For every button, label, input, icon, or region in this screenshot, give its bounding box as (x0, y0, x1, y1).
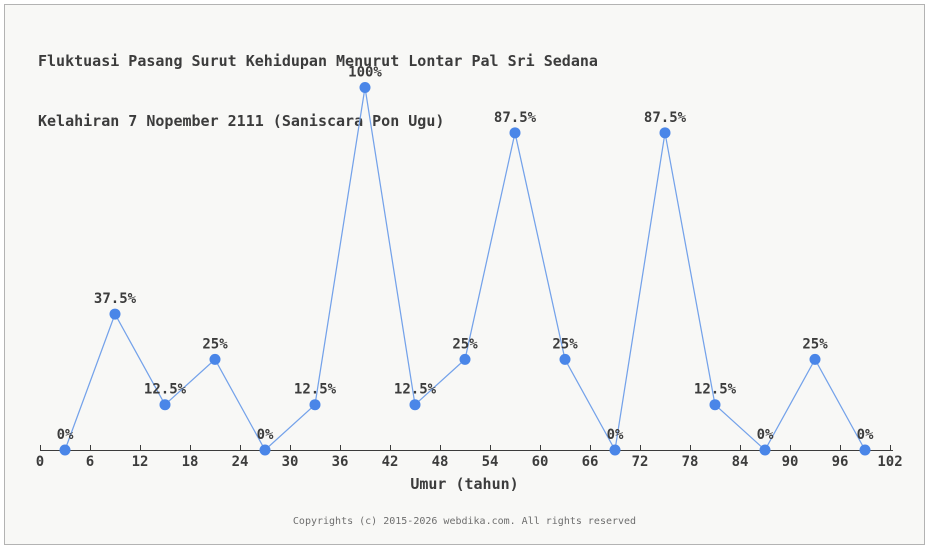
x-tick-label: 78 (682, 454, 699, 470)
x-tick-label: 0 (36, 454, 44, 470)
footer-copyright: Copyrights (c) 2015-2026 webdika.com. Al… (292, 516, 637, 527)
x-tick-label: 54 (482, 454, 499, 470)
data-point-label: 25% (202, 336, 228, 352)
data-point-label: 0% (857, 427, 874, 443)
data-point-label: 25% (802, 336, 828, 352)
chart-title-line1: Fluktuasi Pasang Surut Kehidupan Menurut… (38, 52, 598, 70)
x-tick-label: 96 (832, 454, 849, 470)
data-point-label: 0% (57, 427, 74, 443)
data-point[interactable] (759, 444, 771, 456)
data-point[interactable] (109, 308, 121, 320)
line-chart: 0 6 12 18 24 30 36 42 48 54 60 66 72 78 84 90 96 1020%37.… (36, 65, 903, 471)
x-axis-label: Umur (tahun) (410, 475, 519, 493)
x-tick-label: 36 (332, 454, 349, 470)
data-point-label: 12.5% (694, 382, 737, 398)
data-point[interactable] (709, 399, 721, 411)
data-point[interactable] (409, 399, 421, 411)
data-point[interactable] (659, 127, 671, 139)
data-point[interactable] (159, 399, 171, 411)
data-point-label: 100% (348, 65, 382, 81)
x-tick-label: 72 (632, 454, 649, 470)
data-point-label: 12.5% (144, 382, 187, 398)
data-point[interactable] (509, 127, 521, 139)
x-tick-label: 84 (732, 454, 749, 470)
chart-container: Fluktuasi Pasang Surut Kehidupan Menurut… (4, 4, 925, 545)
x-tick-label: 42 (382, 454, 399, 470)
x-tick-label: 24 (232, 454, 249, 470)
data-point-label: 25% (452, 336, 478, 352)
data-point-label: 0% (257, 427, 274, 443)
data-point-label: 0% (757, 427, 774, 443)
data-point-label: 87.5% (494, 110, 537, 126)
data-point[interactable] (609, 444, 621, 456)
x-tick-label: 60 (532, 454, 549, 470)
data-point[interactable] (859, 444, 871, 456)
data-point-label: 12.5% (294, 382, 337, 398)
data-point[interactable] (309, 399, 321, 411)
x-tick-label: 48 (432, 454, 449, 470)
x-tick-label: 18 (182, 454, 199, 470)
data-point-label: 37.5% (94, 291, 137, 307)
chart-title-line2: Kelahiran 7 Nopember 2111 (Saniscara Pon… (38, 112, 445, 130)
data-point[interactable] (459, 353, 471, 365)
data-point[interactable] (359, 82, 371, 93)
data-point[interactable] (259, 444, 271, 456)
data-point-label: 0% (607, 427, 624, 443)
chart-title: Fluktuasi Pasang Surut Kehidupan Menurut… (38, 11, 598, 171)
x-tick-label: 30 (282, 454, 299, 470)
data-point[interactable] (59, 444, 71, 456)
data-point-label: 87.5% (644, 110, 687, 126)
x-tick-label: 102 (877, 454, 902, 470)
data-point-label: 25% (552, 336, 578, 352)
x-tick-label: 6 (86, 454, 94, 470)
data-point[interactable] (209, 353, 221, 365)
data-point[interactable] (809, 353, 821, 365)
x-tick-label: 90 (782, 454, 799, 470)
x-tick-label: 66 (582, 454, 599, 470)
data-point-label: 12.5% (394, 382, 437, 398)
data-point[interactable] (559, 353, 571, 365)
x-tick-label: 12 (132, 454, 149, 470)
